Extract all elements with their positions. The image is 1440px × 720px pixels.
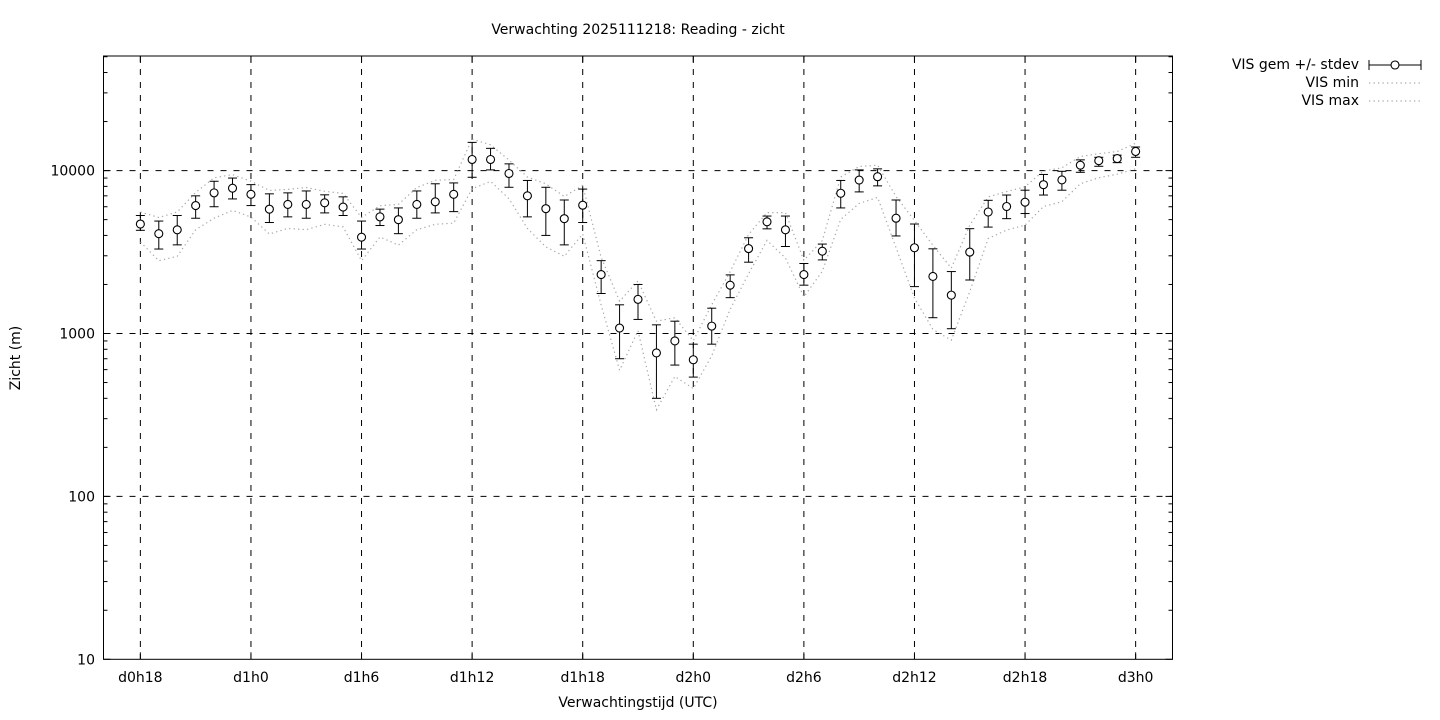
mean-point <box>393 215 403 225</box>
mean-point <box>356 232 367 242</box>
mean-point <box>522 191 532 201</box>
mean-point <box>449 189 459 199</box>
x-tick-label: d1h6 <box>344 670 380 686</box>
mean-point <box>707 321 717 331</box>
y-tick-label: 10000 <box>50 164 95 180</box>
y-tick-label: 1000 <box>59 327 95 343</box>
legend-row-0: VIS gem +/- stdev <box>1231 56 1423 73</box>
mean-point <box>651 348 661 358</box>
mean-point <box>504 168 514 179</box>
mean-point <box>430 197 440 207</box>
mean-point <box>909 243 920 253</box>
mean-point <box>891 213 901 223</box>
x-tick-label: d2h6 <box>786 670 822 686</box>
vis-max-line <box>140 138 1136 342</box>
mean-point <box>1020 197 1030 207</box>
mean-point <box>467 154 477 165</box>
mean-point <box>928 271 938 281</box>
x-tick-label: d2h18 <box>1003 670 1047 686</box>
legend-label: VIS min <box>1305 74 1359 91</box>
x-tick-label: d1h18 <box>560 670 604 686</box>
mean-point <box>486 154 496 165</box>
x-tick-label: d2h12 <box>892 670 936 686</box>
legend-row-2: VIS max <box>1232 92 1423 109</box>
mean-point <box>983 207 993 217</box>
legend-label: VIS gem +/- stdev <box>1231 56 1359 73</box>
x-tick-label: d1h0 <box>233 670 269 686</box>
mean-point <box>946 290 956 300</box>
mean-point <box>246 189 256 199</box>
mean-point <box>209 188 219 198</box>
mean-point <box>780 225 790 235</box>
mean-point <box>1002 201 1012 212</box>
mean-point <box>541 204 551 214</box>
plot-border <box>103 55 1173 660</box>
dotted-line-sample-icon <box>1369 81 1421 84</box>
mean-point <box>633 294 643 304</box>
mean-point <box>965 247 975 257</box>
mean-point <box>227 183 238 193</box>
mean-point <box>817 246 827 256</box>
mean-point <box>854 175 864 185</box>
mean-point <box>1131 146 1141 157</box>
mean-point <box>688 355 698 365</box>
mean-point <box>1038 180 1049 190</box>
x-tick-label: d0h18 <box>118 670 162 686</box>
x-tick-label: d3h0 <box>1118 670 1154 686</box>
mean-point <box>725 280 735 290</box>
mean-point <box>172 225 182 235</box>
mean-point <box>154 229 164 239</box>
mean-point <box>283 199 293 209</box>
mean-point <box>670 336 680 346</box>
mean-point <box>578 200 588 210</box>
legend: VIS gem +/- stdev VIS min VIS max <box>1231 56 1423 109</box>
mean-point <box>1094 156 1104 166</box>
mean-point <box>615 323 625 333</box>
mean-point <box>559 214 569 224</box>
errorbar-sample-icon <box>1368 59 1422 70</box>
legend-label: VIS max <box>1301 92 1359 109</box>
y-tick-label: 100 <box>68 489 95 505</box>
mean-point <box>873 172 883 182</box>
mean-point <box>412 199 422 209</box>
x-axis-label: Verwachtingstijd (UTC) <box>558 695 718 711</box>
mean-point <box>596 270 606 280</box>
mean-point <box>375 212 385 222</box>
mean-point <box>191 201 201 211</box>
x-tick-label: d1h12 <box>450 670 494 686</box>
dotted-line-sample-icon <box>1369 99 1421 102</box>
legend-row-1: VIS min <box>1232 74 1423 91</box>
mean-point <box>744 244 754 254</box>
x-tick-label: d2h0 <box>676 670 712 686</box>
mean-point <box>320 198 330 208</box>
mean-point <box>1075 160 1085 170</box>
mean-point <box>799 270 809 280</box>
mean-point <box>264 204 274 214</box>
mean-point <box>1057 175 1067 185</box>
y-tick-label: 10 <box>77 652 95 668</box>
mean-point <box>762 217 772 227</box>
mean-point <box>301 199 311 209</box>
mean-point <box>338 202 348 212</box>
mean-point <box>1112 154 1122 164</box>
mean-point <box>135 219 145 229</box>
mean-point <box>836 188 846 198</box>
chart-title: Verwachting 2025111218: Reading - zicht <box>491 22 785 38</box>
